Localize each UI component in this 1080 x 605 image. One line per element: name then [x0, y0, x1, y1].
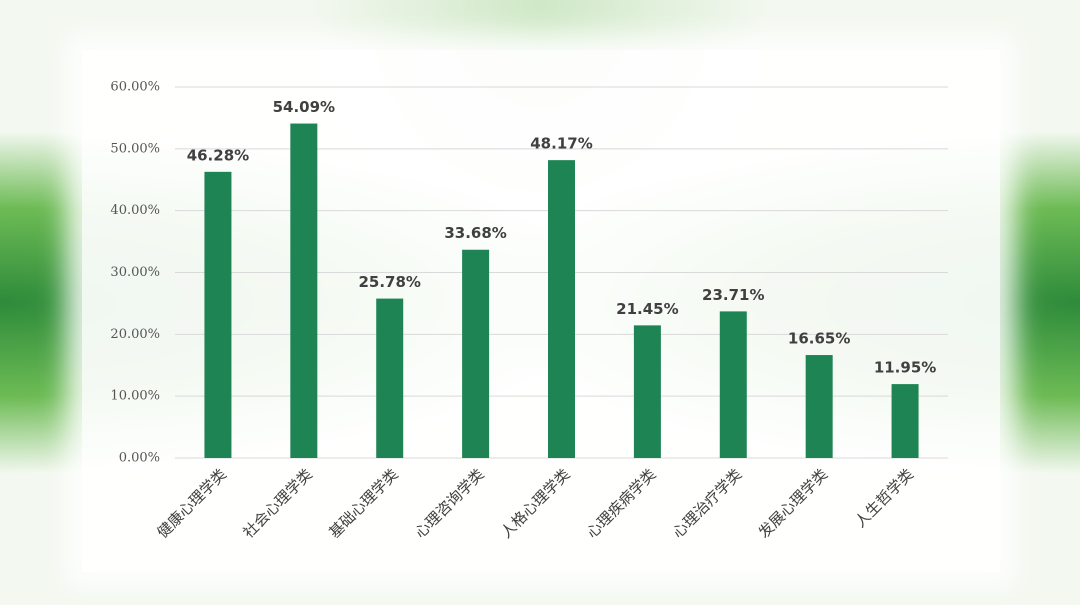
x-tick-label: 心理疾病学类 [583, 465, 659, 541]
x-tick-label: 心理治疗学类 [669, 465, 745, 541]
x-tick-label: 心理咨询学类 [411, 465, 487, 541]
x-tick-label: 基础心理学类 [325, 465, 401, 541]
x-tick-label: 健康心理学类 [154, 465, 230, 541]
value-label: 46.28% [187, 146, 249, 164]
y-tick-label: 30.00% [110, 265, 160, 280]
value-label: 23.71% [702, 286, 764, 304]
value-label: 25.78% [358, 273, 420, 291]
value-label: 33.68% [444, 224, 506, 242]
bar [719, 311, 747, 458]
y-tick-label: 40.00% [110, 203, 160, 218]
bar [204, 171, 232, 458]
bar [290, 123, 318, 458]
x-tick-label: 社会心理学类 [239, 465, 315, 541]
value-label: 11.95% [874, 359, 936, 377]
value-label: 21.45% [616, 300, 678, 318]
value-label: 16.65% [788, 330, 850, 348]
x-tick-label: 人生哲学类 [851, 465, 917, 531]
panel [82, 50, 1000, 572]
bar [462, 249, 490, 458]
value-label: 48.17% [530, 135, 592, 153]
y-tick-label: 60.00% [110, 80, 160, 95]
bar [548, 160, 575, 458]
bar [891, 384, 919, 458]
y-tick-label: 50.00% [110, 141, 160, 156]
bar [633, 325, 661, 458]
y-tick-label: 10.00% [110, 389, 160, 404]
x-tick-label: 人格心理学类 [497, 465, 573, 541]
y-tick-label: 20.00% [110, 327, 160, 342]
x-tick-label: 发展心理学类 [755, 465, 831, 541]
value-label: 54.09% [273, 98, 335, 116]
bar [805, 355, 833, 458]
y-tick-label: 0.00% [119, 451, 160, 466]
bar [376, 298, 404, 458]
